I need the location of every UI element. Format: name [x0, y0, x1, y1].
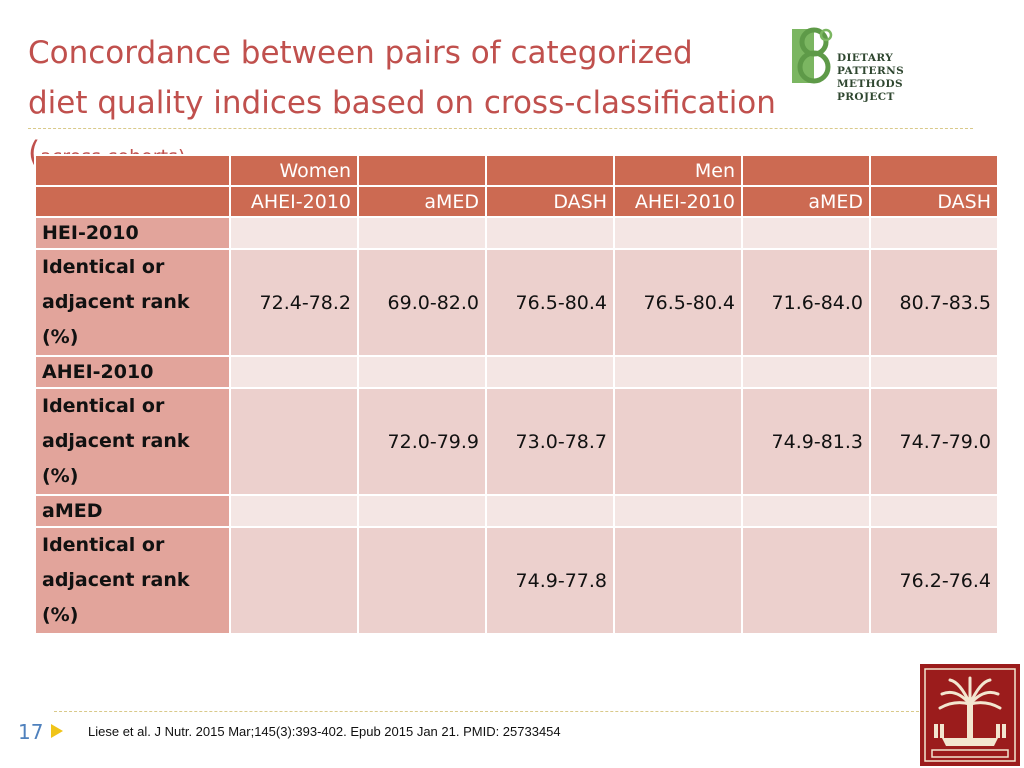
- value-cell: 74.9-77.8: [485, 526, 615, 635]
- slide-title: Concordance between pairs of categorized…: [28, 28, 788, 182]
- section-row-ahei-2010: AHEI-2010: [34, 355, 999, 389]
- concordance-table: Women Men AHEI-2010 aMED DASH AHEI-2010 …: [34, 154, 999, 635]
- group-header-row: Women Men: [34, 154, 999, 187]
- column-header-cell: DASH: [869, 185, 999, 218]
- empty-cell: [357, 494, 487, 528]
- value-cell: [741, 526, 871, 635]
- section-row-hei-2010: HEI-2010: [34, 216, 999, 250]
- empty-cell: [613, 355, 743, 389]
- empty-cell: [741, 216, 871, 250]
- column-header-row: AHEI-2010 aMED DASH AHEI-2010 aMED DASH: [34, 185, 999, 218]
- value-cell: 73.0-78.7: [485, 387, 615, 496]
- empty-cell: [869, 216, 999, 250]
- value-cell: [357, 526, 487, 635]
- data-row-hei-2010: Identical or adjacent rank (%) 72.4-78.2…: [34, 248, 999, 357]
- title-line-2: diet quality indices based on cross-clas…: [28, 78, 788, 182]
- value-cell: 72.4-78.2: [229, 248, 359, 357]
- data-row-ahei-2010: Identical or adjacent rank (%) 72.0-79.9…: [34, 387, 999, 496]
- column-header-cell: AHEI-2010: [613, 185, 743, 218]
- value-cell: 74.7-79.0: [869, 387, 999, 496]
- empty-cell: [613, 216, 743, 250]
- university-seal-icon: [920, 664, 1020, 766]
- value-cell: [229, 526, 359, 635]
- section-label: AHEI-2010: [34, 355, 231, 389]
- row-label: Identical or adjacent rank (%): [34, 387, 231, 496]
- column-header-cell: AHEI-2010: [229, 185, 359, 218]
- header-corner-cell: [34, 185, 231, 218]
- empty-cell: [229, 355, 359, 389]
- empty-cell: [485, 355, 615, 389]
- value-cell: 76.5-80.4: [485, 248, 615, 357]
- column-header-cell: aMED: [741, 185, 871, 218]
- play-arrow-icon: [51, 724, 63, 738]
- empty-cell: [741, 494, 871, 528]
- column-header-cell: aMED: [357, 185, 487, 218]
- section-label: aMED: [34, 494, 231, 528]
- empty-cell: [869, 494, 999, 528]
- empty-cell: [229, 216, 359, 250]
- dietary-patterns-logo: Dietary Patterns Methods Project: [790, 27, 960, 103]
- value-cell: 71.6-84.0: [741, 248, 871, 357]
- value-cell: 76.2-76.4: [869, 526, 999, 635]
- title-line-2-main: diet quality indices based on cross-clas…: [28, 85, 776, 171]
- empty-cell: [613, 494, 743, 528]
- citation: Liese et al. J Nutr. 2015 Mar;145(3):393…: [88, 724, 561, 739]
- group-header-cell: Men: [613, 154, 743, 187]
- value-cell: 76.5-80.4: [613, 248, 743, 357]
- section-row-amed: aMED: [34, 494, 999, 528]
- empty-cell: [869, 355, 999, 389]
- empty-cell: [485, 216, 615, 250]
- group-header-cell: [741, 154, 871, 187]
- value-cell: [613, 387, 743, 496]
- page-number: 17: [18, 720, 44, 744]
- title-line-1: Concordance between pairs of categorized: [28, 35, 693, 71]
- logo-text-line-1: Dietary Patterns: [837, 52, 905, 77]
- value-cell: 69.0-82.0: [357, 248, 487, 357]
- value-cell: 74.9-81.3: [741, 387, 871, 496]
- value-cell: 80.7-83.5: [869, 248, 999, 357]
- logo-text-line-2: Methods Project: [837, 78, 903, 103]
- empty-cell: [357, 355, 487, 389]
- logo-mark-icon: [792, 27, 833, 84]
- value-cell: [229, 387, 359, 496]
- title-divider: [28, 128, 973, 129]
- empty-cell: [229, 494, 359, 528]
- value-cell: 72.0-79.9: [357, 387, 487, 496]
- value-cell: [613, 526, 743, 635]
- footer-divider: [54, 711, 919, 712]
- row-label: Identical or adjacent rank (%): [34, 248, 231, 357]
- section-label: HEI-2010: [34, 216, 231, 250]
- header-corner-cell: [34, 154, 231, 187]
- column-header-cell: DASH: [485, 185, 615, 218]
- group-header-cell: [869, 154, 999, 187]
- empty-cell: [741, 355, 871, 389]
- group-header-cell: [357, 154, 487, 187]
- row-label: Identical or adjacent rank (%): [34, 526, 231, 635]
- empty-cell: [485, 494, 615, 528]
- empty-cell: [357, 216, 487, 250]
- data-row-amed: Identical or adjacent rank (%) 74.9-77.8…: [34, 526, 999, 635]
- group-header-cell: Women: [229, 154, 359, 187]
- group-header-cell: [485, 154, 615, 187]
- logo-text: Dietary Patterns Methods Project: [837, 52, 960, 104]
